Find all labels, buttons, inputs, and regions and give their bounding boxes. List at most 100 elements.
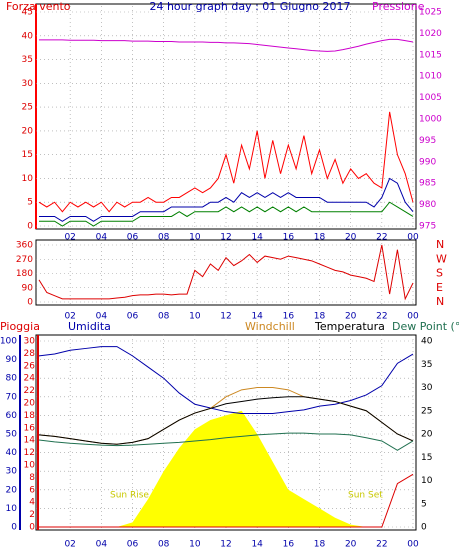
y-tick-label: 20 xyxy=(6,485,18,495)
y-tick-label: 35 xyxy=(22,55,33,65)
y3-tick-label: 26 xyxy=(24,361,36,371)
annotation: Sun Set xyxy=(348,491,383,501)
y2-tick-label: N xyxy=(436,238,444,251)
y2-tick-label: 1010 xyxy=(419,72,442,82)
annotation: Sun Rise xyxy=(110,491,149,501)
y-tick-label: 180 xyxy=(16,269,33,279)
y2-tick-label: 1000 xyxy=(419,115,442,125)
y2-tick-label: 0 xyxy=(421,523,427,533)
y-tick-label: 90 xyxy=(6,355,18,365)
legend-entry: Temperatura xyxy=(314,320,385,333)
y2-tick-label: W xyxy=(436,252,447,265)
line xyxy=(38,244,414,301)
y3-tick-label: 16 xyxy=(24,423,36,433)
y-tick-label: 30 xyxy=(22,79,34,89)
x-tick-label: 04 xyxy=(96,233,108,243)
x-tick-label: 04 xyxy=(96,540,108,550)
x-tick-label: 02 xyxy=(64,540,75,550)
legend-entry: Pioggia xyxy=(0,320,40,333)
y-tick-label: 25 xyxy=(22,103,33,113)
y2-tick-label: 990 xyxy=(419,157,436,167)
y2-tick-label: N xyxy=(436,295,444,308)
x-tick-label: 14 xyxy=(251,312,263,322)
line xyxy=(39,177,414,222)
y2-tick-label: 40 xyxy=(421,337,433,347)
x-tick-label: 10 xyxy=(189,233,201,243)
y-tick-label: 80 xyxy=(6,374,18,384)
y2-tick-label: E xyxy=(436,281,443,294)
x-tick-label: 00 xyxy=(407,312,419,322)
line xyxy=(38,432,414,451)
y3-tick-label: 6 xyxy=(29,485,35,495)
y-tick-label: 70 xyxy=(6,392,18,402)
x-tick-label: 12 xyxy=(220,233,231,243)
y-tick-label: 30 xyxy=(6,467,18,477)
y2-tick-label: 985 xyxy=(419,179,436,189)
x-tick-label: 16 xyxy=(283,540,295,550)
y2-tick-label: 1025 xyxy=(419,8,442,18)
x-tick-label: 08 xyxy=(158,312,170,322)
x-tick-label: 22 xyxy=(376,312,387,322)
y3-tick-label: 20 xyxy=(24,399,36,409)
y2-tick-label: 15 xyxy=(421,453,432,463)
y3-tick-label: 18 xyxy=(24,411,36,421)
x-tick-label: 02 xyxy=(64,233,75,243)
legend-entry: Umidita xyxy=(68,320,111,333)
x-tick-label: 16 xyxy=(283,312,295,322)
chart-title: 24 hour graph day : 01 Giugno 2017 xyxy=(149,0,350,13)
line xyxy=(38,396,414,445)
x-tick-label: 22 xyxy=(376,233,387,243)
x-tick-label: 20 xyxy=(345,540,357,550)
y2-tick-label: 35 xyxy=(421,360,432,370)
x-tick-label: 22 xyxy=(376,540,387,550)
y-tick-label: 100 xyxy=(0,337,17,347)
y-tick-label: 60 xyxy=(6,411,18,421)
x-tick-label: 18 xyxy=(314,540,326,550)
y-axis-label: Forza vento xyxy=(6,0,71,13)
y-tick-label: 90 xyxy=(22,283,34,293)
line xyxy=(38,346,414,415)
y-tick-label: 0 xyxy=(27,222,33,232)
x-tick-label: 00 xyxy=(407,233,419,243)
y2-tick-label: 980 xyxy=(419,200,436,210)
x-tick-label: 08 xyxy=(158,233,170,243)
x-tick-label: 10 xyxy=(189,540,201,550)
x-tick-label: 18 xyxy=(314,312,326,322)
y2-tick-label: 10 xyxy=(421,476,433,486)
legend-entry: Dew Point (°C xyxy=(392,320,459,333)
y-tick-label: 360 xyxy=(16,241,33,251)
y-tick-label: 10 xyxy=(6,504,18,514)
line xyxy=(39,473,414,528)
y-tick-label: 15 xyxy=(22,150,33,160)
y-tick-label: 270 xyxy=(16,255,33,265)
y-tick-label: 10 xyxy=(22,174,34,184)
y2-tick-label: 20 xyxy=(421,430,433,440)
y-tick-label: 50 xyxy=(6,430,18,440)
y3-tick-label: 0 xyxy=(29,523,35,533)
y2-tick-label: 30 xyxy=(421,383,433,393)
y2-tick-label: 1020 xyxy=(419,29,442,39)
y3-tick-label: 10 xyxy=(24,461,36,471)
y3-tick-label: 8 xyxy=(29,473,35,483)
y3-tick-label: 14 xyxy=(24,436,36,446)
y2-tick-label: 1015 xyxy=(419,50,442,60)
y3-tick-label: 24 xyxy=(24,374,36,384)
y2-tick-label: 975 xyxy=(419,222,436,232)
y2-tick-label: S xyxy=(436,267,443,280)
x-tick-label: 14 xyxy=(251,540,263,550)
y2-tick-label: 1005 xyxy=(419,93,442,103)
y3-tick-label: 2 xyxy=(29,510,35,520)
y-tick-label: 45 xyxy=(22,8,33,18)
x-tick-label: 20 xyxy=(345,312,357,322)
y-tick-label: 40 xyxy=(6,448,18,458)
line xyxy=(39,38,414,52)
x-tick-label: 20 xyxy=(345,233,357,243)
y-tick-label: 40 xyxy=(22,31,34,41)
line xyxy=(38,111,414,213)
y2-axis-label: Pressione xyxy=(372,0,425,13)
x-tick-label: 18 xyxy=(314,233,326,243)
x-tick-label: 00 xyxy=(407,540,419,550)
y3-tick-label: 4 xyxy=(29,498,35,508)
x-tick-label: 12 xyxy=(220,540,231,550)
